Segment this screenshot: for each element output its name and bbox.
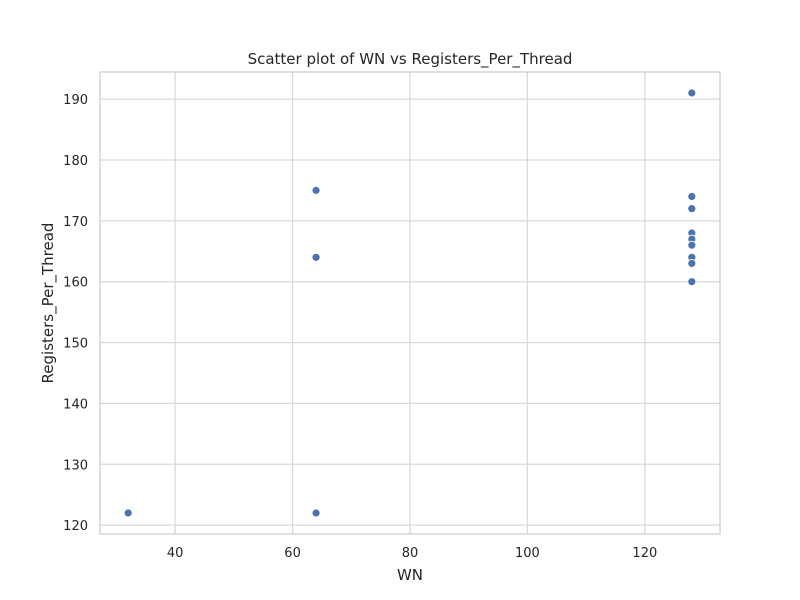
- y-tick-label: 120: [63, 519, 88, 534]
- chart-title: Scatter plot of WN vs Registers_Per_Thre…: [248, 50, 573, 69]
- y-tick-label: 130: [63, 458, 88, 473]
- data-point: [123, 508, 133, 518]
- x-axis-label: WN: [397, 566, 423, 584]
- plot-frame: [99, 71, 721, 535]
- data-point: [687, 259, 697, 268]
- data-point: [687, 277, 697, 287]
- x-tick-label: 60: [284, 546, 301, 561]
- y-tick-label: 170: [63, 215, 88, 230]
- x-tick-label: 40: [167, 546, 184, 561]
- y-tick-label: 190: [63, 93, 88, 108]
- y-tick-label: 140: [63, 397, 88, 412]
- grid-lines: [100, 72, 720, 534]
- data-point: [687, 204, 697, 214]
- data-point: [687, 192, 697, 201]
- data-points: [123, 88, 697, 518]
- x-tick-label: 80: [402, 546, 419, 561]
- x-tick-label: 120: [632, 546, 657, 561]
- data-point: [311, 252, 321, 262]
- y-tick-label: 150: [63, 337, 88, 352]
- x-tick-label: 100: [515, 546, 540, 561]
- data-point: [687, 88, 697, 98]
- y-tick-labels: 120 130 140 150 160 170 180 190: [63, 93, 88, 534]
- y-tick-label: 160: [63, 276, 88, 291]
- data-point: [311, 185, 321, 195]
- data-point: [687, 240, 697, 250]
- y-axis-label: Registers_Per_Thread: [39, 223, 58, 384]
- x-tick-labels: 40 60 80 100 120: [167, 546, 657, 561]
- y-tick-label: 180: [63, 154, 88, 169]
- data-point: [311, 508, 321, 518]
